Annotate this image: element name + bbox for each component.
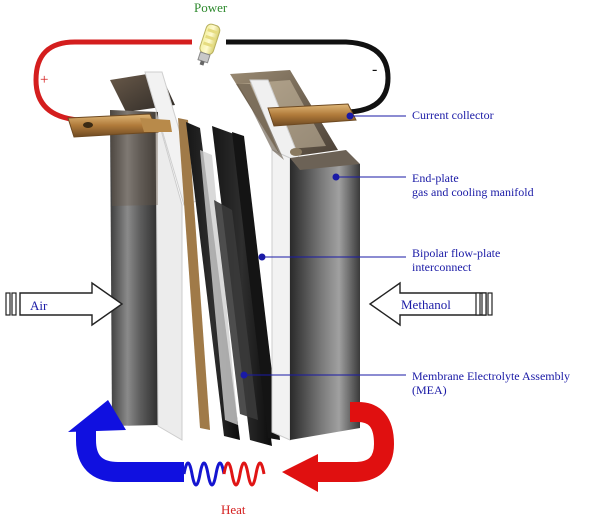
heat-coil-icon — [182, 461, 266, 487]
bipolar-plate-sublabel: interconnect — [412, 260, 472, 274]
positive-terminal-sign: + — [40, 72, 49, 88]
air-label: Air — [30, 298, 48, 313]
left-current-collector — [67, 113, 172, 138]
pointer-lines — [240, 112, 406, 379]
methanol-arrow-icon — [368, 281, 493, 327]
positive-wire — [33, 39, 192, 123]
negative-wire — [226, 39, 391, 115]
power-label: Power — [194, 0, 228, 15]
end-plate-label: End-plate — [412, 171, 459, 185]
negative-terminal-sign: - — [372, 61, 378, 78]
heat-label: Heat — [221, 502, 246, 517]
current-collector-label: Current collector — [412, 108, 494, 122]
hot-return-arrow-icon — [282, 402, 395, 492]
end-plate-sublabel: gas and cooling manifold — [412, 185, 534, 199]
lightbulb-icon — [197, 23, 221, 66]
air-arrow-icon — [5, 281, 124, 327]
mea-sublabel: (MEA) — [412, 383, 447, 397]
right-current-collector — [267, 103, 357, 156]
cold-return-arrow-icon — [68, 400, 184, 482]
methanol-label: Methanol — [401, 297, 451, 312]
bipolar-plate-label: Bipolar flow-plate — [412, 246, 501, 260]
mea-label: Membrane Electrolyte Assembly — [412, 369, 570, 383]
inner-cell-layers — [178, 118, 280, 446]
